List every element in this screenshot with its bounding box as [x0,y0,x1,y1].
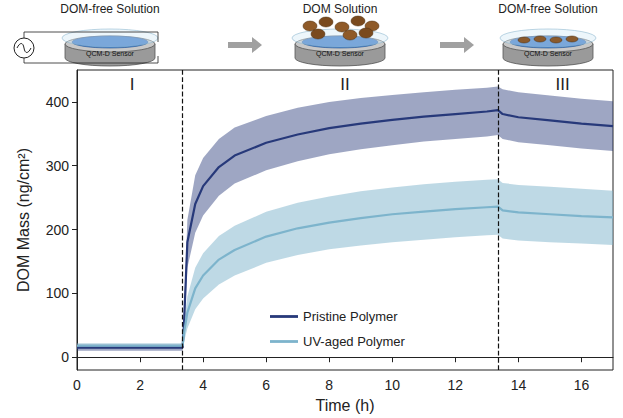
svg-text:300: 300 [46,158,70,174]
svg-text:200: 200 [46,222,70,238]
svg-text:100: 100 [46,285,70,301]
svg-text:QCM-D Sensor: QCM-D Sensor [86,50,135,58]
svg-text:6: 6 [262,377,270,393]
svg-text:0: 0 [61,349,69,365]
svg-text:0: 0 [73,377,81,393]
svg-text:Pristine Polymer: Pristine Polymer [303,309,398,324]
svg-text:DOM Solution: DOM Solution [303,2,378,16]
svg-text:DOM-free Solution: DOM-free Solution [60,2,159,16]
svg-text:DOM Mass (ng/cm²): DOM Mass (ng/cm²) [15,148,32,292]
svg-text:II: II [340,75,349,94]
svg-text:Time (h): Time (h) [316,397,375,414]
svg-text:10: 10 [385,377,401,393]
svg-text:QCM-D Sensor: QCM-D Sensor [316,50,365,58]
svg-text:DOM-free Solution: DOM-free Solution [498,2,597,16]
svg-text:III: III [555,75,569,94]
svg-text:400: 400 [46,94,70,110]
svg-text:2: 2 [136,377,144,393]
svg-text:12: 12 [448,377,464,393]
svg-text:UV-aged Polymer: UV-aged Polymer [303,334,406,349]
svg-text:8: 8 [325,377,333,393]
svg-text:16: 16 [574,377,590,393]
svg-text:4: 4 [199,377,207,393]
svg-text:QCM-D Sensor: QCM-D Sensor [524,50,573,58]
svg-text:14: 14 [511,377,527,393]
svg-text:I: I [130,75,135,94]
